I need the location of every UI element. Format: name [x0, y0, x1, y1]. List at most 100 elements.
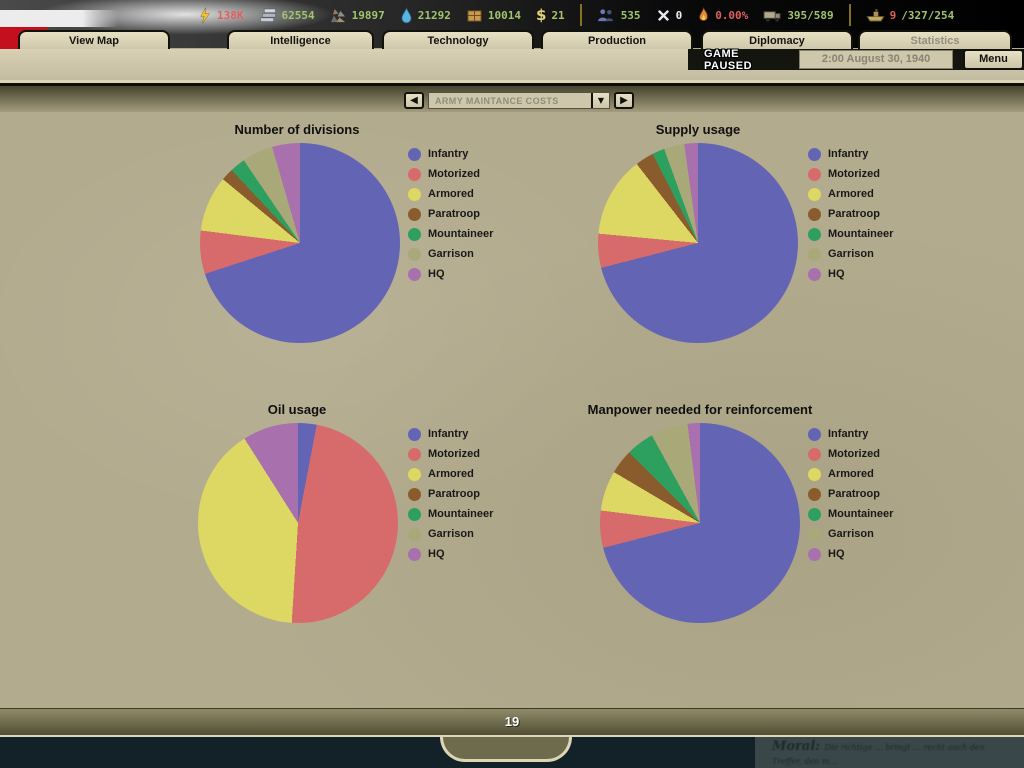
transport-capacity-icon [763, 8, 782, 23]
legend-item-infantry: Infantry [808, 424, 893, 444]
tab-view-map[interactable]: View Map [18, 30, 170, 49]
resource-supplies-value: 10014 [487, 8, 521, 22]
legend: Infantry Motorized Armored Paratroop Mountai… [408, 144, 493, 284]
left-arrow-icon[interactable]: ◀ [404, 92, 424, 109]
resource-dissent-value: 0.00% [715, 8, 749, 22]
legend-item-armored: Armored [408, 464, 493, 484]
legend-dot [408, 447, 421, 461]
legend-item-hq: HQ [808, 544, 893, 564]
legend-item-hq: HQ [408, 264, 493, 284]
legend-label: Armored [428, 188, 474, 200]
tab-technology[interactable]: Technology [382, 30, 534, 49]
legend-dot [808, 427, 821, 441]
tab-intelligence[interactable]: Intelligence [227, 30, 374, 49]
chart-title: Manpower needed for reinforcement [587, 402, 813, 417]
legend-dot [808, 147, 821, 161]
legend-item-mountaineer: Mountaineer [808, 224, 893, 244]
legend-dot [408, 427, 421, 441]
pie-supply-usage [598, 143, 798, 343]
legend-label: Mountaineer [428, 508, 494, 520]
legend-item-paratroop: Paratroop [808, 204, 893, 224]
divider-line-black [0, 83, 1024, 86]
resource-rare-materials-value: 19897 [351, 8, 385, 22]
legend-label: Garrison [428, 528, 474, 540]
legend-item-hq: HQ [808, 264, 893, 284]
legend: Infantry Motorized Armored Paratroop Mountai… [808, 424, 893, 564]
legend-label: Mountaineer [828, 228, 894, 240]
legend-item-motorized: Motorized [808, 164, 893, 184]
map-handwriting-note: Moral: Die richtige … bringt … recht auc… [772, 739, 1016, 766]
right-arrow-icon[interactable]: ▶ [614, 92, 634, 109]
resource-convoys-value: 9 [889, 8, 897, 22]
resource-dissent: 0.00% [697, 6, 749, 24]
statistics-page-select[interactable]: ARMY MAINTANCE COSTS ▼ [428, 92, 610, 109]
legend-label: Paratroop [428, 488, 480, 500]
legend-item-garrison: Garrison [408, 244, 493, 264]
resource-convoys-value: /327/254 [901, 8, 955, 22]
energy-icon [198, 7, 212, 24]
pause-strip: GAME PAUSED 2:00 August 30, 1940 Menu [688, 47, 1024, 72]
legend-dot [408, 467, 421, 481]
legend-dot [408, 227, 421, 241]
legend-item-armored: Armored [808, 184, 893, 204]
legend-dot [408, 207, 421, 221]
menu-button[interactable]: Menu [962, 49, 1024, 70]
legend-item-armored: Armored [808, 464, 893, 484]
legend-label: HQ [428, 548, 445, 560]
tab-diplomacy[interactable]: Diplomacy [701, 30, 853, 49]
statistics-panel: Number of divisions Infantry Motorized Arm… [0, 112, 1024, 710]
legend-label: Mountaineer [428, 228, 494, 240]
legend-item-mountaineer: Mountaineer [808, 504, 893, 524]
resource-energy-value: 138K [217, 8, 244, 22]
legend-label: Motorized [828, 168, 880, 180]
convoys-icon [865, 8, 885, 23]
resource-divider [848, 4, 851, 26]
legend-dot [808, 527, 821, 541]
map-background-right [755, 737, 1024, 768]
tab-production[interactable]: Production [541, 30, 693, 49]
legend-label: Infantry [828, 428, 869, 440]
game-paused-label: GAME PAUSED [704, 47, 753, 72]
legend-dot [408, 187, 421, 201]
legend-item-motorized: Motorized [808, 444, 893, 464]
legend-label: Motorized [428, 448, 480, 460]
escorts-icon [656, 8, 671, 23]
legend-label: Garrison [828, 248, 874, 260]
legend-item-motorized: Motorized [408, 164, 493, 184]
statistics-page-select-value: ARMY MAINTANCE COSTS [435, 95, 559, 106]
legend-dot [808, 267, 821, 281]
page-number: 19 [504, 714, 520, 729]
legend-item-garrison: Garrison [408, 524, 493, 544]
map-note-text: Die richtige … bringt … recht auch den T… [772, 743, 985, 766]
resource-rare-materials: 19897 [330, 8, 385, 23]
legend-item-paratroop: Paratroop [808, 484, 893, 504]
legend-label: Infantry [828, 148, 869, 160]
legend-label: Paratroop [828, 208, 880, 220]
resource-convoys: 9/327/254 [865, 8, 955, 23]
legend-dot [808, 467, 821, 481]
chevron-down-icon[interactable]: ▼ [591, 93, 609, 108]
chart-title: Supply usage [655, 122, 741, 137]
date-display[interactable]: 2:00 August 30, 1940 [799, 50, 953, 69]
legend-label: Armored [828, 468, 874, 480]
legend-item-paratroop: Paratroop [408, 204, 493, 224]
resource-manpower: 535 [597, 8, 641, 23]
tab-statistics[interactable]: Statistics [858, 30, 1012, 49]
legend-dot [408, 547, 421, 561]
legend-dot [408, 527, 421, 541]
map-background-left [0, 737, 755, 768]
legend-item-hq: HQ [408, 544, 493, 564]
legend-dot [408, 507, 421, 521]
legend-dot [808, 227, 821, 241]
legend-item-infantry: Infantry [408, 144, 493, 164]
legend-label: Armored [828, 188, 874, 200]
chart-title: Oil usage [267, 402, 327, 417]
legend-dot [808, 507, 821, 521]
resource-list: 138K 62554 19897 21292 10014 $21 535 0 0.00% 395/… [198, 2, 1020, 28]
legend-item-garrison: Garrison [808, 244, 893, 264]
legend-dot [408, 167, 421, 181]
legend: Infantry Motorized Armored Paratroop Mountai… [808, 144, 893, 284]
legend-dot [808, 487, 821, 501]
resource-escorts: 0 [656, 8, 682, 23]
